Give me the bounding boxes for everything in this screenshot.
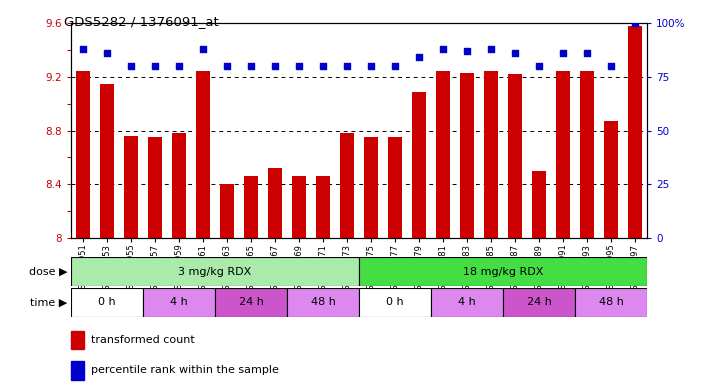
Point [557,50,569,56]
Point [461,48,473,54]
Text: 48 h: 48 h [311,297,336,308]
Text: dose ▶: dose ▶ [29,266,68,277]
Bar [412,91,426,238]
Point [533,63,545,69]
Bar [365,137,378,238]
Text: 4 h: 4 h [458,297,476,308]
Point [269,63,281,69]
Point [173,63,185,69]
Bar [143,288,215,317]
Bar [629,26,641,238]
Point [509,50,520,56]
Bar [580,71,594,238]
Bar [215,288,287,317]
Point [365,63,377,69]
Point [437,46,449,52]
Bar [77,71,90,238]
Point [77,46,89,52]
Bar [269,168,282,238]
Bar [71,288,143,317]
Bar [484,71,498,238]
Point [149,63,161,69]
Bar [71,331,84,349]
Point [221,63,232,69]
Bar [149,137,161,238]
Bar [124,136,138,238]
Text: 3 mg/kg RDX: 3 mg/kg RDX [178,266,252,277]
Bar [388,137,402,238]
Text: transformed count: transformed count [91,335,195,345]
Bar [196,71,210,238]
Bar [503,288,575,317]
Point [102,50,113,56]
Bar [287,288,359,317]
Bar [245,176,257,238]
Bar [341,133,353,238]
Text: 18 mg/kg RDX: 18 mg/kg RDX [463,266,543,277]
Text: GDS5282 / 1376091_at: GDS5282 / 1376091_at [64,15,219,28]
Bar [100,83,114,238]
Bar [461,73,474,238]
Bar [316,176,330,238]
Text: 48 h: 48 h [599,297,624,308]
Point [341,63,353,69]
Bar [359,288,431,317]
Bar [431,288,503,317]
Point [413,55,424,61]
Bar [71,257,359,286]
Point [294,63,305,69]
Bar [220,184,234,238]
Text: 0 h: 0 h [386,297,404,308]
Text: 24 h: 24 h [239,297,264,308]
Point [605,63,616,69]
Bar [557,71,570,238]
Point [125,63,137,69]
Text: 4 h: 4 h [170,297,188,308]
Point [198,46,209,52]
Text: 0 h: 0 h [98,297,116,308]
Bar [508,74,522,238]
Bar [71,361,84,380]
Text: 24 h: 24 h [527,297,552,308]
Point [629,20,641,26]
Bar [604,121,618,238]
Point [317,63,328,69]
Text: percentile rank within the sample: percentile rank within the sample [91,366,279,376]
Point [245,63,257,69]
Text: time ▶: time ▶ [31,297,68,308]
Bar [575,288,647,317]
Point [582,50,593,56]
Bar [359,257,647,286]
Point [486,46,497,52]
Bar [437,71,449,238]
Point [390,63,401,69]
Bar [533,171,545,238]
Bar [292,176,306,238]
Bar [173,133,186,238]
